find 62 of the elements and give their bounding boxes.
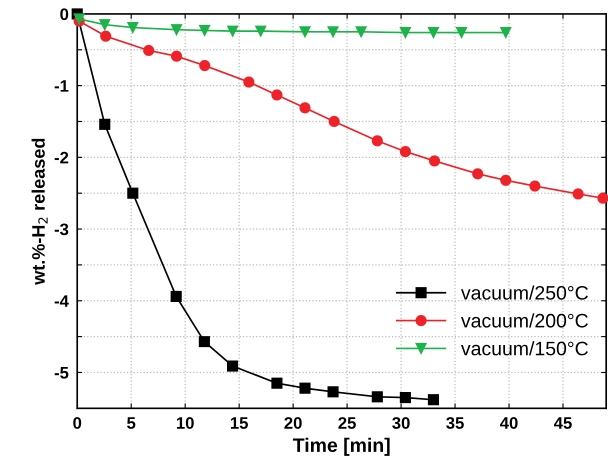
point [143, 44, 154, 56]
point [400, 146, 411, 158]
legend-label: vacuum/250°C [461, 285, 588, 300]
point [400, 27, 411, 38]
y-tick-label: -2 [54, 152, 68, 164]
x-tick-label: 20 [284, 417, 302, 429]
point [356, 26, 367, 38]
point [500, 174, 512, 186]
x-tick-label: 45 [554, 417, 572, 429]
x-tick-label: 25 [338, 417, 356, 429]
y-axis-title: wt.%-H$_{2}$ released [32, 138, 48, 285]
y-tick-label: -4 [54, 295, 69, 307]
x-tick-label: 30 [392, 417, 410, 429]
point [372, 135, 383, 146]
y-tick-label: -5 [54, 367, 68, 379]
point [472, 168, 484, 180]
point [299, 102, 311, 114]
point [597, 192, 608, 204]
y-tick-label: -3 [54, 223, 68, 236]
point [328, 26, 339, 38]
point [170, 50, 182, 62]
point [243, 76, 254, 88]
legend-label: vacuum/200°C [461, 313, 588, 328]
point [198, 336, 210, 348]
point [271, 89, 282, 101]
point [127, 22, 138, 34]
x-tick-label: 15 [230, 417, 248, 429]
point [227, 360, 238, 372]
point [199, 24, 210, 36]
point [99, 19, 110, 30]
point [529, 180, 540, 192]
y-tick-label: -1 [54, 80, 68, 92]
point [74, 13, 85, 24]
point [271, 378, 282, 389]
point [372, 391, 383, 402]
point [500, 27, 512, 38]
point [227, 26, 238, 37]
point [428, 155, 440, 166]
point [127, 188, 138, 199]
point [299, 382, 311, 394]
point [328, 116, 340, 128]
point [428, 27, 440, 38]
x-tick-label: 10 [176, 417, 194, 429]
x-tick-label: 35 [446, 417, 464, 429]
x-tick-label: 40 [500, 417, 518, 429]
point [100, 30, 112, 42]
point [456, 27, 468, 38]
x-tick-label: 5 [127, 417, 136, 429]
point [572, 188, 584, 200]
x-axis-title: Time [min] [292, 438, 390, 456]
point [328, 386, 339, 398]
point [299, 26, 311, 38]
point [99, 118, 110, 130]
y-tick-label: 0 [60, 8, 68, 20]
point [199, 60, 210, 72]
x-tick-label: 0 [73, 417, 82, 429]
point [170, 290, 182, 302]
point [255, 26, 266, 37]
point [428, 394, 440, 406]
point [170, 24, 182, 36]
legend-label: vacuum/150°C [461, 341, 588, 356]
point [400, 392, 411, 404]
